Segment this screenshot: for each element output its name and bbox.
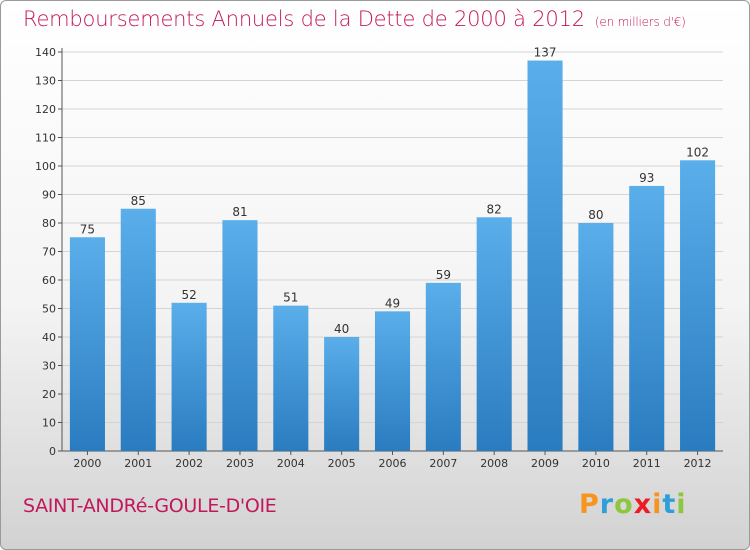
data-label-2012: 102 <box>686 145 709 159</box>
labels: 0 10 20 30 40 50 60 70 80 90 100 110 120 130 140 75 2000… <box>35 46 712 470</box>
data-label-2000: 75 <box>80 222 95 236</box>
y-tick-label: 130 <box>35 75 56 88</box>
bars <box>69 60 716 452</box>
y-tick-label: 0 <box>49 445 56 458</box>
bar-2009 <box>527 60 563 452</box>
data-label-2006: 49 <box>385 296 400 310</box>
y-tick-label: 30 <box>42 360 56 373</box>
y-tick-label: 40 <box>42 331 56 344</box>
unit-label: (en milliers d'€) <box>594 15 686 29</box>
x-tick-label-2012: 2012 <box>684 457 712 470</box>
y-tick-label: 100 <box>35 160 56 173</box>
x-tick-label-2009: 2009 <box>531 457 559 470</box>
bar-2012 <box>680 160 716 452</box>
data-label-2007: 59 <box>436 268 451 282</box>
bar-2006 <box>374 311 411 451</box>
x-tick-label-2002: 2002 <box>175 457 203 470</box>
bar-2000 <box>69 237 105 451</box>
data-label-2004: 51 <box>283 291 298 305</box>
y-tick-label: 120 <box>35 103 56 116</box>
data-label-2001: 85 <box>131 194 146 208</box>
bar-2005 <box>324 337 360 451</box>
data-label-2003: 81 <box>232 205 247 219</box>
x-tick-label-2004: 2004 <box>277 457 305 470</box>
bar-2010 <box>578 223 614 451</box>
x-tick-label-2010: 2010 <box>582 457 610 470</box>
y-tick-label: 110 <box>35 132 56 145</box>
y-tick-label: 60 <box>42 274 56 287</box>
y-tick-label: 10 <box>42 417 56 430</box>
x-tick-label-2000: 2000 <box>73 457 101 470</box>
commune-name: SAINT-ANDRé-GOULE-D'OIE <box>23 495 277 517</box>
x-tick-label-2011: 2011 <box>633 457 661 470</box>
data-label-2002: 52 <box>181 288 196 302</box>
chart-title-text: Remboursements Annuels de la Dette de 20… <box>23 7 585 31</box>
x-tick-label-2005: 2005 <box>328 457 356 470</box>
x-tick-label-2003: 2003 <box>226 457 254 470</box>
x-tick-label-2008: 2008 <box>480 457 508 470</box>
bar-2004 <box>273 305 309 451</box>
data-label-2010: 80 <box>588 208 603 222</box>
x-tick-label-2001: 2001 <box>124 457 152 470</box>
bar-2001 <box>120 208 156 451</box>
y-tick-label: 140 <box>35 46 56 59</box>
data-label-2009: 137 <box>534 46 557 60</box>
y-tick-label: 90 <box>42 189 56 202</box>
y-tick-label: 20 <box>42 388 56 401</box>
bar-2011 <box>629 185 665 451</box>
y-tick-label: 50 <box>42 303 56 316</box>
data-label-2008: 82 <box>487 202 502 216</box>
proxiti-logo: Proxiti <box>579 489 687 520</box>
chart-title: Remboursements Annuels de la Dette de 20… <box>23 7 686 31</box>
y-tick-label: 80 <box>42 217 56 230</box>
bar-2008 <box>476 217 512 451</box>
bar-2003 <box>222 220 258 451</box>
x-tick-label-2006: 2006 <box>379 457 407 470</box>
bar-2007 <box>425 282 461 451</box>
data-label-2005: 40 <box>334 322 349 336</box>
x-tick-label-2007: 2007 <box>429 457 457 470</box>
bar-2002 <box>171 302 207 451</box>
y-tick-label: 70 <box>42 246 56 259</box>
data-label-2011: 93 <box>639 171 654 185</box>
